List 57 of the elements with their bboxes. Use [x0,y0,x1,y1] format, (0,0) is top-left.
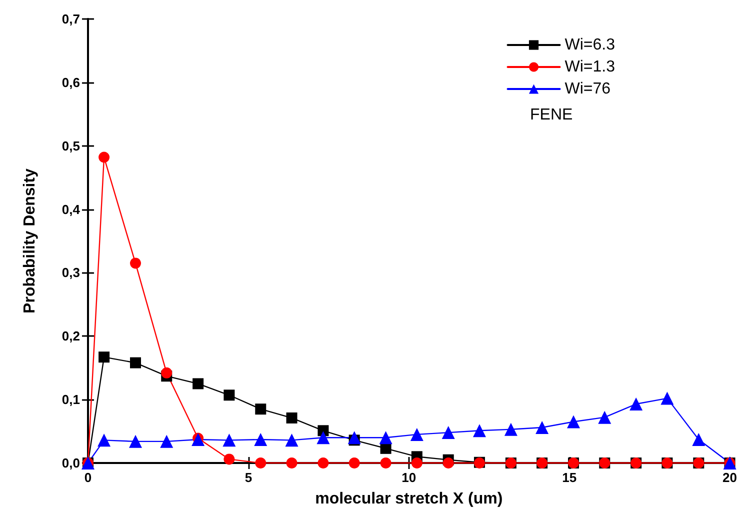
x-axis-title: molecular stretch X (um) [315,490,503,508]
y-tick-label: 0,6 [62,74,80,90]
point [567,415,580,428]
point [255,404,266,415]
point [630,398,643,411]
point [660,392,674,405]
y-tick-label: 0,3 [62,265,80,280]
legend-label: Wi=1.3 [564,58,616,76]
point [130,357,141,368]
y-axis-title: Probability Density [22,168,38,314]
point [380,442,392,454]
point [160,434,174,448]
point [348,431,361,444]
point [98,152,110,163]
point [128,434,142,448]
point [598,410,612,424]
point [536,420,549,434]
y-tick-label: 0,0 [62,456,80,470]
point [224,390,235,401]
point [255,458,266,468]
point [504,422,518,436]
legend-label: Wi=76 [564,80,611,98]
point [192,378,204,390]
point [192,433,205,446]
legend-label: Wi=6.3 [564,36,616,54]
y-tick-label: 0,2 [62,328,80,344]
point [348,458,360,468]
point [285,434,298,447]
annotation: FENE [530,106,573,124]
point [286,458,298,468]
point [379,431,392,444]
point [380,458,392,468]
x-tick-label: 0 [84,470,92,485]
point [316,431,330,444]
y-tick-label: 0,5 [62,138,80,154]
y-tick-label: 0,7 [62,12,80,26]
point [98,434,111,447]
point [318,458,329,468]
x-tick-label: 10 [402,470,416,485]
y-tick-label: 0,1 [62,392,80,408]
point [472,424,486,438]
point [254,433,268,446]
x-tick-label: 5 [244,470,252,485]
point [130,258,141,269]
point [442,426,455,440]
point [224,454,235,465]
point [286,412,298,424]
point [161,367,172,378]
point [692,433,706,446]
x-tick-label: 15 [562,470,577,485]
x-tick-label: 20 [722,470,738,485]
point [411,458,422,468]
point [222,434,236,447]
point [442,458,454,468]
y-tick-label: 0,4 [62,202,81,217]
point [410,428,424,441]
point [98,352,110,363]
